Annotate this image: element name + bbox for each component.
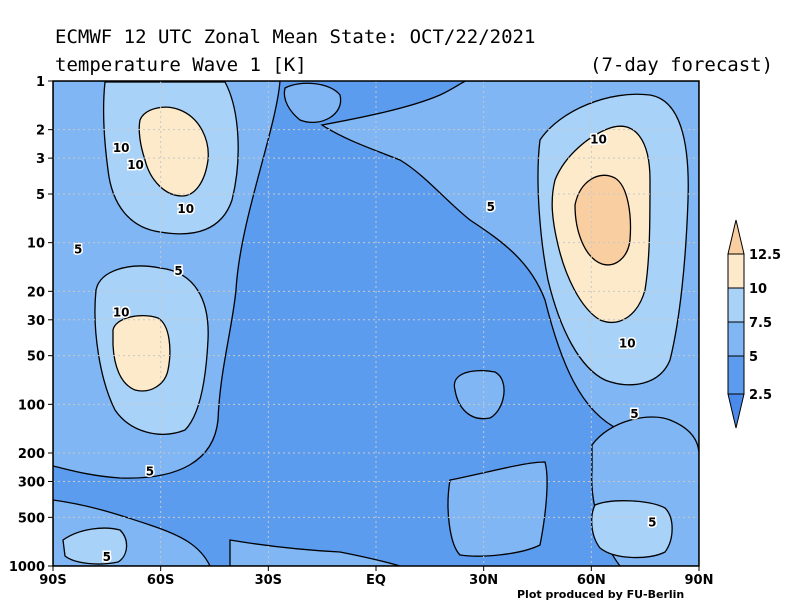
y-tick-label: 30 bbox=[27, 314, 45, 329]
contour-label: 5 bbox=[487, 200, 495, 214]
contour-label: 5 bbox=[630, 407, 638, 421]
x-tick-label: 60N bbox=[577, 573, 606, 588]
contour-label: 10 bbox=[590, 132, 607, 146]
contour-label: 10 bbox=[619, 336, 636, 350]
x-tick-label: 60S bbox=[147, 573, 174, 588]
contour-label: 5 bbox=[103, 550, 111, 564]
contour-label: 5 bbox=[648, 516, 656, 530]
x-tick-label: EQ bbox=[366, 573, 386, 588]
y-tick-label: 3 bbox=[36, 152, 45, 167]
contour-label: 5 bbox=[146, 464, 154, 478]
x-tick-label: 30S bbox=[255, 573, 282, 588]
contour-label: 10 bbox=[177, 202, 194, 216]
colorbar-top-cap bbox=[727, 219, 745, 255]
credit-text: Plot produced by FU-Berlin bbox=[517, 588, 685, 601]
contour-label: 5 bbox=[174, 264, 182, 278]
y-tick-label: 1 bbox=[36, 75, 45, 90]
y-tick-label: 2 bbox=[36, 124, 45, 139]
contour-label: 10 bbox=[127, 158, 144, 172]
colorbar-band-5 bbox=[727, 321, 745, 357]
y-tick-label: 200 bbox=[18, 447, 45, 462]
gridlines bbox=[53, 81, 699, 566]
y-tick-label: 10 bbox=[27, 237, 45, 252]
colorbar-band-7-5 bbox=[727, 287, 745, 323]
plot-area bbox=[53, 81, 699, 566]
x-axis: 90S 60S 30S EQ 30N 60N 90N bbox=[39, 566, 713, 588]
contour-labels: 10 10 10 5 5 10 5 5 5 10 10 5 5 bbox=[72, 131, 658, 566]
colorbar-band-10 bbox=[727, 253, 745, 289]
colorbar-band-2-5 bbox=[727, 355, 745, 395]
chart-title: ECMWF 12 UTC Zonal Mean State: OCT/22/20… bbox=[55, 26, 536, 48]
contour-label: 5 bbox=[74, 242, 82, 256]
y-tick-label: 1000 bbox=[9, 560, 45, 575]
colorbar-bottom-cap bbox=[727, 393, 745, 429]
contour-label: 10 bbox=[113, 305, 130, 319]
colorbar-label: 2.5 bbox=[749, 388, 772, 403]
colorbar-label: 10 bbox=[749, 282, 767, 297]
contour-label: 10 bbox=[113, 141, 130, 155]
colorbar: 12.5 10 7.5 5 2.5 bbox=[727, 219, 781, 429]
y-tick-label: 500 bbox=[18, 511, 45, 526]
y-tick-label: 100 bbox=[18, 398, 45, 413]
x-tick-label: 90S bbox=[39, 573, 66, 588]
colorbar-label: 12.5 bbox=[749, 248, 781, 263]
colorbar-label: 5 bbox=[749, 350, 758, 365]
x-tick-label: 30N bbox=[469, 573, 498, 588]
y-tick-label: 50 bbox=[27, 350, 45, 365]
x-tick-label: 90N bbox=[685, 573, 714, 588]
colorbar-label: 7.5 bbox=[749, 316, 772, 331]
y-axis: 1 2 3 5 10 20 30 50 100 200 300 500 1000 bbox=[9, 75, 53, 575]
chart-subtitle: temperature Wave 1 [K] bbox=[55, 54, 307, 76]
y-tick-label: 20 bbox=[27, 285, 45, 300]
forecast-label: (7-day forecast) bbox=[590, 54, 774, 76]
y-tick-label: 5 bbox=[36, 188, 45, 203]
y-tick-label: 300 bbox=[18, 475, 45, 490]
